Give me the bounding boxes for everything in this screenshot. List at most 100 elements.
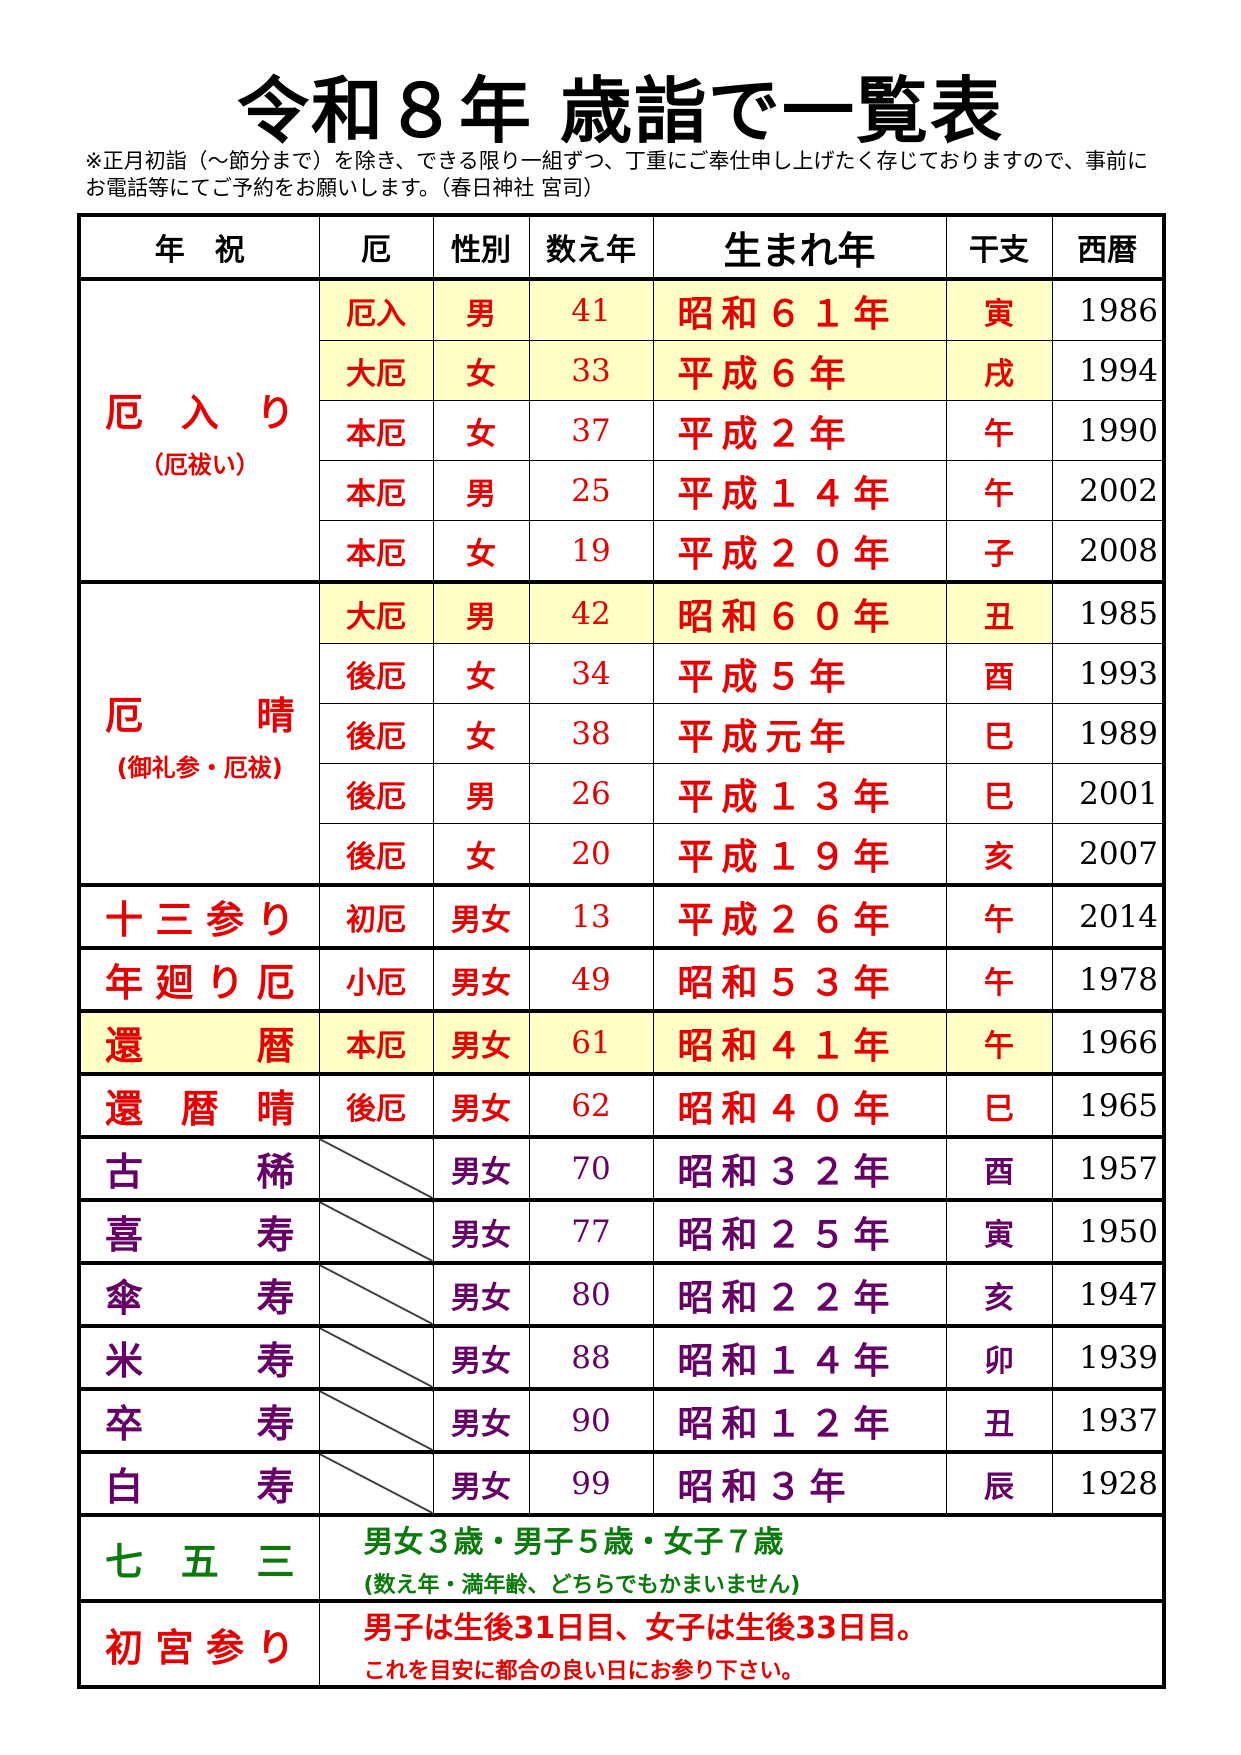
sex-cell: 男女: [432, 1324, 530, 1390]
group-label: 古稀: [105, 1150, 295, 1194]
yaku-cell-empty: [318, 1135, 434, 1201]
group-label-cell: 厄晴 (御礼参・厄祓): [78, 580, 320, 886]
header-kazoe-age: 数え年: [528, 214, 654, 281]
western-year-cell: 1957: [1051, 1135, 1165, 1201]
yaku-cell: 本厄: [318, 400, 434, 461]
footer-info-cell: 男女３歳・男子５歳・女子７歳 (数え年・満年齢、どちらでもかまいません): [318, 1513, 1165, 1602]
kazoe-age-cell: 20: [528, 823, 654, 886]
yaku-cell-empty: [318, 1261, 434, 1327]
kazoe-age-cell: 70: [528, 1135, 654, 1201]
header-row: 年 祝厄性別 数え年 生まれ年 干支 西暦: [78, 214, 1165, 281]
group-label-cell: 傘寿: [78, 1261, 320, 1327]
western-year-cell: 1986: [1051, 278, 1165, 341]
page-title: 令和８年 歳詣で一覧表: [236, 68, 1005, 153]
group-label-cell: 喜寿: [78, 1198, 320, 1264]
sex-cell: 男女: [432, 1387, 530, 1453]
group-label: 還暦晴: [105, 1087, 295, 1131]
footer-info-sub: (数え年・満年齢、どちらでもかまいません): [363, 1573, 801, 1598]
kazoe-age-cell: 19: [528, 520, 654, 583]
group-label-cell: 還暦: [78, 1009, 320, 1075]
birth-year-cell: 平成２年: [652, 400, 947, 461]
birth-year-cell: 平成１４年: [652, 460, 947, 521]
eto-cell: 午: [945, 460, 1053, 521]
group-sublabel: （厄祓い）: [139, 450, 260, 479]
western-year-cell: 1950: [1051, 1198, 1165, 1264]
eto-cell: 午: [945, 883, 1053, 949]
eto-cell: 午: [945, 400, 1053, 461]
group-label-cell: 米寿: [78, 1324, 320, 1390]
sex-cell: 女: [432, 340, 530, 401]
eto-cell: 丑: [945, 580, 1053, 644]
kazoe-age-cell: 99: [528, 1450, 654, 1516]
table-row: 本厄男 25 平成１４年午 2002: [79, 460, 1165, 521]
group-label: 厄入り: [105, 390, 295, 435]
yaku-cell: 後厄: [318, 643, 434, 704]
group-label: 白寿: [105, 1465, 295, 1509]
sex-cell: 男女: [432, 1072, 530, 1138]
group-label-cell: 厄入り （厄祓い）: [78, 278, 320, 583]
sex-cell: 男女: [432, 1135, 530, 1201]
footer-info-sub: これを目安に都合の良い日にお参り下さい。: [363, 1659, 804, 1684]
group-label: 喜寿: [105, 1213, 295, 1257]
group-label-cell: 古稀: [78, 1135, 320, 1201]
birth-year-cell: 平成２６年: [652, 883, 947, 949]
table-row: 本厄女 19 平成２０年子 2008: [79, 520, 1165, 583]
header-celebration: 年 祝: [78, 214, 320, 281]
group-label-cell: 十三参り: [78, 883, 320, 949]
eto-cell: 亥: [945, 823, 1053, 886]
yaku-cell-empty: [318, 1450, 434, 1516]
western-year-cell: 1993: [1051, 643, 1165, 704]
eto-cell: 寅: [945, 1198, 1053, 1264]
eto-cell: 巳: [945, 1072, 1053, 1138]
table-row: 米寿 男女 88 昭和１４年卯 1939: [78, 1324, 1165, 1390]
sex-cell: 男女: [432, 1009, 530, 1075]
yaku-cell: 本厄: [318, 460, 434, 521]
table-row: 還暦 本厄 男女 61 昭和４１年午 1966: [78, 1009, 1165, 1075]
birth-year-cell: 昭和２５年: [652, 1198, 947, 1264]
footer-label-cell: 初宮参り: [78, 1599, 320, 1688]
sex-cell: 女: [432, 703, 530, 764]
birth-year-cell: 平成元年: [652, 703, 947, 764]
kazoe-age-cell: 13: [528, 883, 654, 949]
yaku-cell-empty: [318, 1387, 434, 1453]
kazoe-age-cell: 88: [528, 1324, 654, 1390]
sex-cell: 女: [432, 520, 530, 583]
sex-cell: 男女: [432, 1261, 530, 1327]
birth-year-cell: 平成１９年: [652, 823, 947, 886]
yaku-cell: 後厄: [318, 763, 434, 824]
kazoe-age-cell: 62: [528, 1072, 654, 1138]
western-year-cell: 2007: [1051, 823, 1165, 886]
yaku-cell: 後厄: [318, 1072, 434, 1138]
kazoe-age-cell: 77: [528, 1198, 654, 1264]
sex-cell: 男女: [432, 946, 530, 1012]
footer-info-main: 男子は生後31日目、女子は生後33日目。: [363, 1611, 928, 1646]
yaku-cell: 大厄: [318, 580, 434, 644]
western-year-cell: 1965: [1051, 1072, 1165, 1138]
table-row: 後厄女 20 平成１９年亥 2007: [79, 823, 1165, 886]
footer-label-cell: 七五三: [78, 1513, 320, 1602]
birth-year-cell: 昭和３年: [652, 1450, 947, 1516]
table-row: 白寿 男女 99 昭和３年辰 1928: [78, 1450, 1165, 1516]
western-year-cell: 1937: [1051, 1387, 1165, 1453]
birth-year-cell: 昭和６１年: [652, 278, 947, 341]
eto-cell: 寅: [945, 278, 1053, 341]
eto-cell: 午: [945, 1009, 1053, 1075]
western-year-cell: 1985: [1051, 580, 1165, 644]
birth-year-cell: 昭和２２年: [652, 1261, 947, 1327]
birth-year-cell: 昭和１２年: [652, 1387, 947, 1453]
table-row: 後厄男 26 平成１３年巳 2001: [79, 763, 1165, 824]
header-yaku: 厄: [318, 214, 434, 281]
birth-year-cell: 昭和１４年: [652, 1324, 947, 1390]
reservation-note: ※正月初詣（～節分まで）を除き、できる限り一組ずつ、丁重にご奉仕申し上げたく存じ…: [85, 149, 1148, 200]
birth-year-cell: 昭和４０年: [652, 1072, 947, 1138]
birth-year-cell: 平成６年: [652, 340, 947, 401]
eto-cell: 巳: [945, 763, 1053, 824]
eto-cell: 丑: [945, 1387, 1053, 1453]
header-eto: 干支: [945, 214, 1053, 281]
eto-cell: 午: [945, 946, 1053, 1012]
birth-year-cell: 昭和４１年: [652, 1009, 947, 1075]
table-row: 後厄女 34 平成５年酉 1993: [79, 643, 1165, 704]
eto-cell: 辰: [945, 1450, 1053, 1516]
group-label-cell: 年廻り厄: [78, 946, 320, 1012]
sex-cell: 男女: [432, 1198, 530, 1264]
